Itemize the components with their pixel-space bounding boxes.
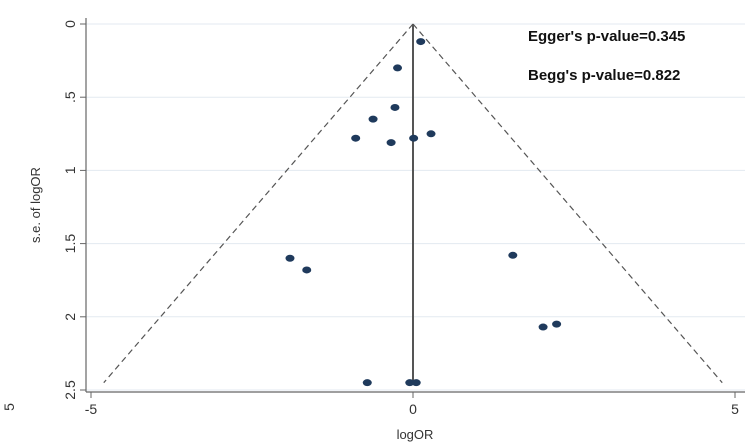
- grid-lines: [86, 23, 745, 391]
- data-point-8: [285, 254, 295, 262]
- y-tick-label-3: 1.5: [62, 234, 78, 254]
- data-point-4: [351, 134, 361, 142]
- data-point-14: [405, 379, 415, 387]
- stray-tick-label: 5: [1, 403, 17, 411]
- funnel-lines: [103, 23, 723, 384]
- y-tick-label-4: 2: [62, 313, 78, 321]
- data-point-7: [426, 130, 436, 138]
- egger-annotation: Egger's p-value=0.345: [528, 28, 685, 45]
- data-point-1: [393, 64, 403, 72]
- x-tick-label-1: 0: [409, 401, 417, 417]
- x-axis-title: logOR: [397, 427, 434, 442]
- data-point-15: [411, 379, 421, 387]
- data-point-13: [362, 379, 372, 387]
- data-point-2: [390, 103, 400, 111]
- data-points: [285, 38, 562, 387]
- data-point-10: [508, 251, 518, 259]
- y-tick-label-2: 1: [62, 166, 78, 174]
- data-point-11: [538, 323, 548, 331]
- y-tick-label-1: .5: [62, 91, 78, 103]
- data-point-3: [368, 115, 378, 123]
- x-tick-label-0: -5: [85, 401, 98, 417]
- funnel-right-line: [412, 23, 723, 384]
- y-axis-title: s.e. of logOR: [28, 167, 43, 243]
- data-point-5: [386, 139, 396, 147]
- y-tick-label-0: 0: [62, 20, 78, 28]
- begg-annotation: Begg's p-value=0.822: [528, 67, 680, 84]
- data-point-12: [552, 320, 562, 328]
- data-point-0: [416, 38, 426, 46]
- data-point-6: [409, 134, 419, 142]
- funnel-left-line: [103, 23, 414, 384]
- axes: [80, 18, 745, 398]
- y-tick-label-5: 2.5: [62, 380, 78, 400]
- tick-labels: 0 .5 1 1.5 2 2.5 -5 0 5: [62, 20, 739, 417]
- x-tick-label-2: 5: [731, 401, 739, 417]
- data-point-9: [302, 266, 312, 274]
